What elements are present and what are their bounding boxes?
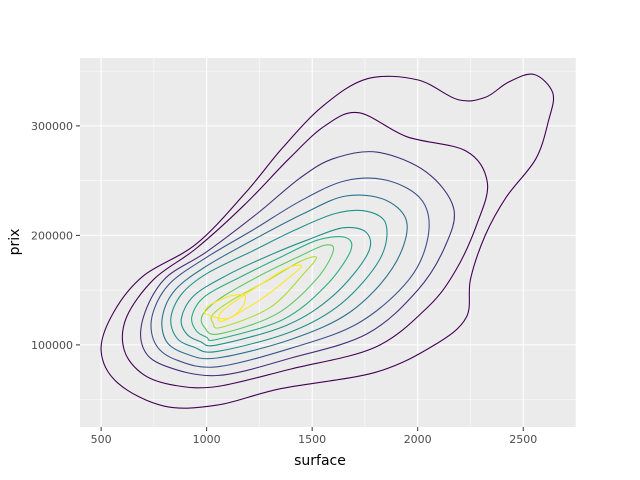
contour-level-11 [217,264,303,322]
contour-lines [100,73,555,409]
contour-level-9 [200,244,335,335]
y-tick-label: 300000 [31,120,73,133]
contour-level-2 [121,111,489,389]
contour-level-3 [140,151,455,377]
y-tick-label: 100000 [31,339,73,352]
contour-level-6 [170,209,388,353]
x-tick-label: 2000 [404,433,432,446]
x-tick-label: 2500 [509,433,537,446]
x-tick-label: 500 [91,433,112,446]
contour-level-12 [204,294,247,320]
contour-level-1 [100,73,555,409]
x-tick-label: 1000 [193,433,221,446]
y-tick-label: 200000 [31,229,73,242]
grid-major-lines [80,58,576,427]
contour-level-8 [191,236,353,342]
x-tick-label: 1500 [298,433,326,446]
contour-level-5 [161,194,408,360]
contour-level-4 [150,177,430,368]
x-axis-ticks: 500 1000 1500 2000 2500 [91,427,537,446]
y-axis-title: prix [7,229,23,256]
contour-level-10 [210,256,317,329]
grid-minor-lines [80,58,577,427]
x-axis-title: surface [294,453,346,469]
plot-panel-background [80,58,576,427]
y-axis-ticks: 100000 200000 300000 [31,120,80,352]
contour-level-7 [180,226,372,347]
